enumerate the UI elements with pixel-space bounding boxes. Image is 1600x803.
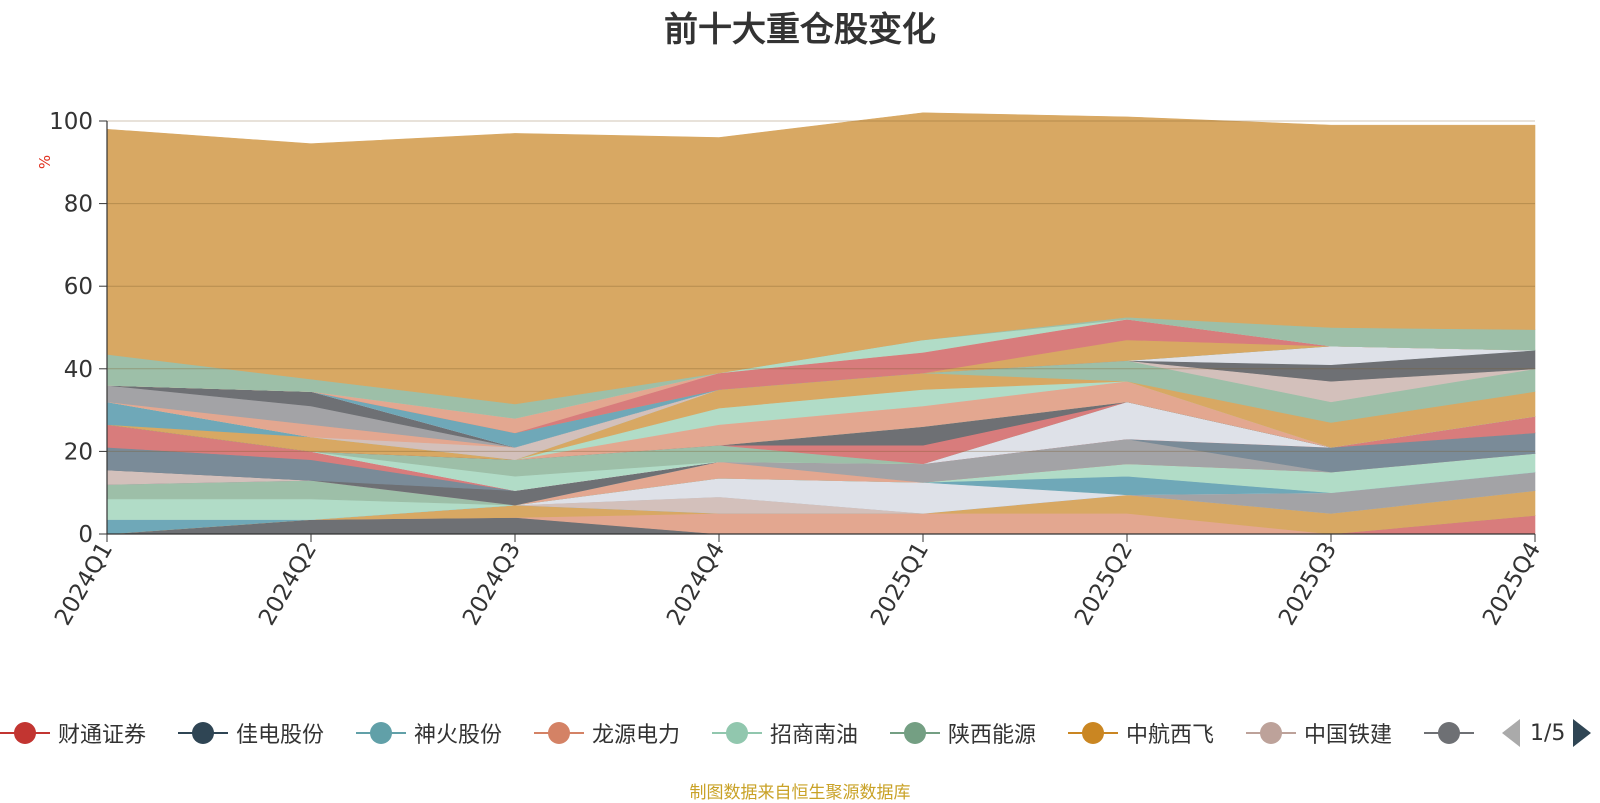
- area-series-layer[interactable]: [106, 112, 1536, 535]
- legend-marker-icon: [178, 712, 228, 754]
- legend-label: 中国铁建: [1304, 723, 1393, 748]
- stacked-area-chart: % 0 20 40 60 80 100 2024Q1 2024Q2 2024Q3 2024Q4 20…: [36, 109, 1546, 630]
- legend-marker-icon: [1246, 712, 1296, 754]
- legend-item-5[interactable]: 陕西能源: [890, 712, 1036, 754]
- legend-marker-icon: [356, 712, 406, 754]
- x-tick-label-2024Q3: 2024Q3: [458, 538, 526, 630]
- legend-marker-icon: [534, 712, 584, 754]
- legend-marker-icon: [1068, 712, 1118, 754]
- legend-label: 财通证券: [58, 723, 147, 748]
- x-tick-label-2025Q2: 2025Q2: [1070, 538, 1138, 630]
- legend-label: 龙源电力: [592, 723, 681, 748]
- chart-title: 前十大重仓股变化: [664, 10, 936, 50]
- x-tick-label-2024Q1: 2024Q1: [50, 538, 118, 630]
- legend-label: 招商南油: [770, 723, 859, 748]
- area-series-41[interactable]: [106, 112, 1536, 405]
- x-tick-label-2024Q2: 2024Q2: [254, 538, 322, 630]
- legend-prev-arrow-icon[interactable]: [1502, 719, 1520, 747]
- y-tick-label-100: 100: [49, 109, 93, 135]
- x-tick-label-2024Q4: 2024Q4: [662, 538, 730, 630]
- legend-item-1[interactable]: 佳电股份: [178, 712, 324, 754]
- legend-marker-icon: [712, 712, 762, 754]
- chart-legend: 财通证券 佳电股份 神火股份 龙源电力 招商南油 陕西能源 中航西飞 中国铁建: [0, 712, 1500, 754]
- legend-item-8[interactable]: [1424, 712, 1482, 754]
- x-tick-label-2025Q3: 2025Q3: [1274, 538, 1342, 630]
- legend-marker-icon: [890, 712, 940, 754]
- legend-label: 陕西能源: [948, 723, 1037, 748]
- legend-label: 中航西飞: [1126, 723, 1215, 748]
- legend-item-3[interactable]: 龙源电力: [534, 712, 680, 754]
- y-tick-label-60: 60: [64, 274, 93, 300]
- legend-item-2[interactable]: 神火股份: [356, 712, 502, 754]
- y-tick-label-80: 80: [64, 192, 93, 218]
- data-source-note: 制图数据来自恒生聚源数据库: [689, 783, 911, 803]
- x-tick-label-2025Q4: 2025Q4: [1478, 538, 1546, 630]
- legend-marker-icon: [1424, 712, 1474, 754]
- grid-lines: [107, 120, 1535, 535]
- x-tick-label-2025Q1: 2025Q1: [866, 538, 934, 630]
- y-tick-label-0: 0: [78, 522, 93, 548]
- y-tick-label-40: 40: [64, 357, 93, 383]
- legend-next-arrow-icon[interactable]: [1573, 719, 1592, 747]
- legend-marker-icon: [0, 712, 50, 754]
- legend-label: 佳电股份: [236, 723, 325, 748]
- legend-label: 神火股份: [414, 723, 503, 748]
- y-axis-label: %: [36, 155, 54, 169]
- legend-item-0[interactable]: 财通证券: [0, 712, 146, 754]
- legend-item-4[interactable]: 招商南油: [712, 712, 858, 754]
- y-tick-label-20: 20: [64, 439, 93, 465]
- legend-item-7[interactable]: 中国铁建: [1246, 712, 1392, 754]
- legend-pager: 1/5: [1500, 712, 1600, 754]
- legend-item-6[interactable]: 中航西飞: [1068, 712, 1214, 754]
- legend-page-indicator: 1/5: [1530, 720, 1566, 746]
